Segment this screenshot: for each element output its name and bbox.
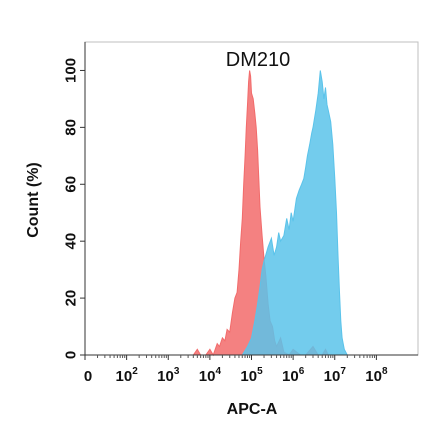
- x-tick-label: 108: [365, 366, 388, 385]
- x-axis-title: APC-A: [227, 401, 278, 418]
- x-tick-label: 0: [84, 368, 92, 385]
- x-tick-label: 106: [282, 366, 305, 385]
- x-tick-label: 105: [240, 366, 263, 385]
- y-tick-label: 0: [62, 351, 79, 359]
- x-tick-label: 103: [157, 366, 180, 385]
- x-tick-label: 102: [116, 366, 139, 385]
- y-tick-label: 60: [62, 176, 79, 193]
- x-tick-label: 107: [324, 366, 347, 385]
- chart-title: DM210: [226, 49, 290, 71]
- y-tick-label: 80: [62, 119, 79, 136]
- x-tick-label: 104: [199, 366, 222, 385]
- y-tick-label: 40: [62, 233, 79, 250]
- y-axis-ticks: 0 20 40 60 80 100: [62, 58, 85, 359]
- x-axis-ticks: 0 102 103 104 105 106 107 108: [84, 355, 388, 385]
- histogram-series-2: [241, 70, 349, 356]
- y-tick-label: 100: [62, 58, 79, 83]
- plot-series: [192, 70, 349, 357]
- y-axis-title: Count (%): [25, 162, 42, 238]
- y-tick-label: 20: [62, 290, 79, 307]
